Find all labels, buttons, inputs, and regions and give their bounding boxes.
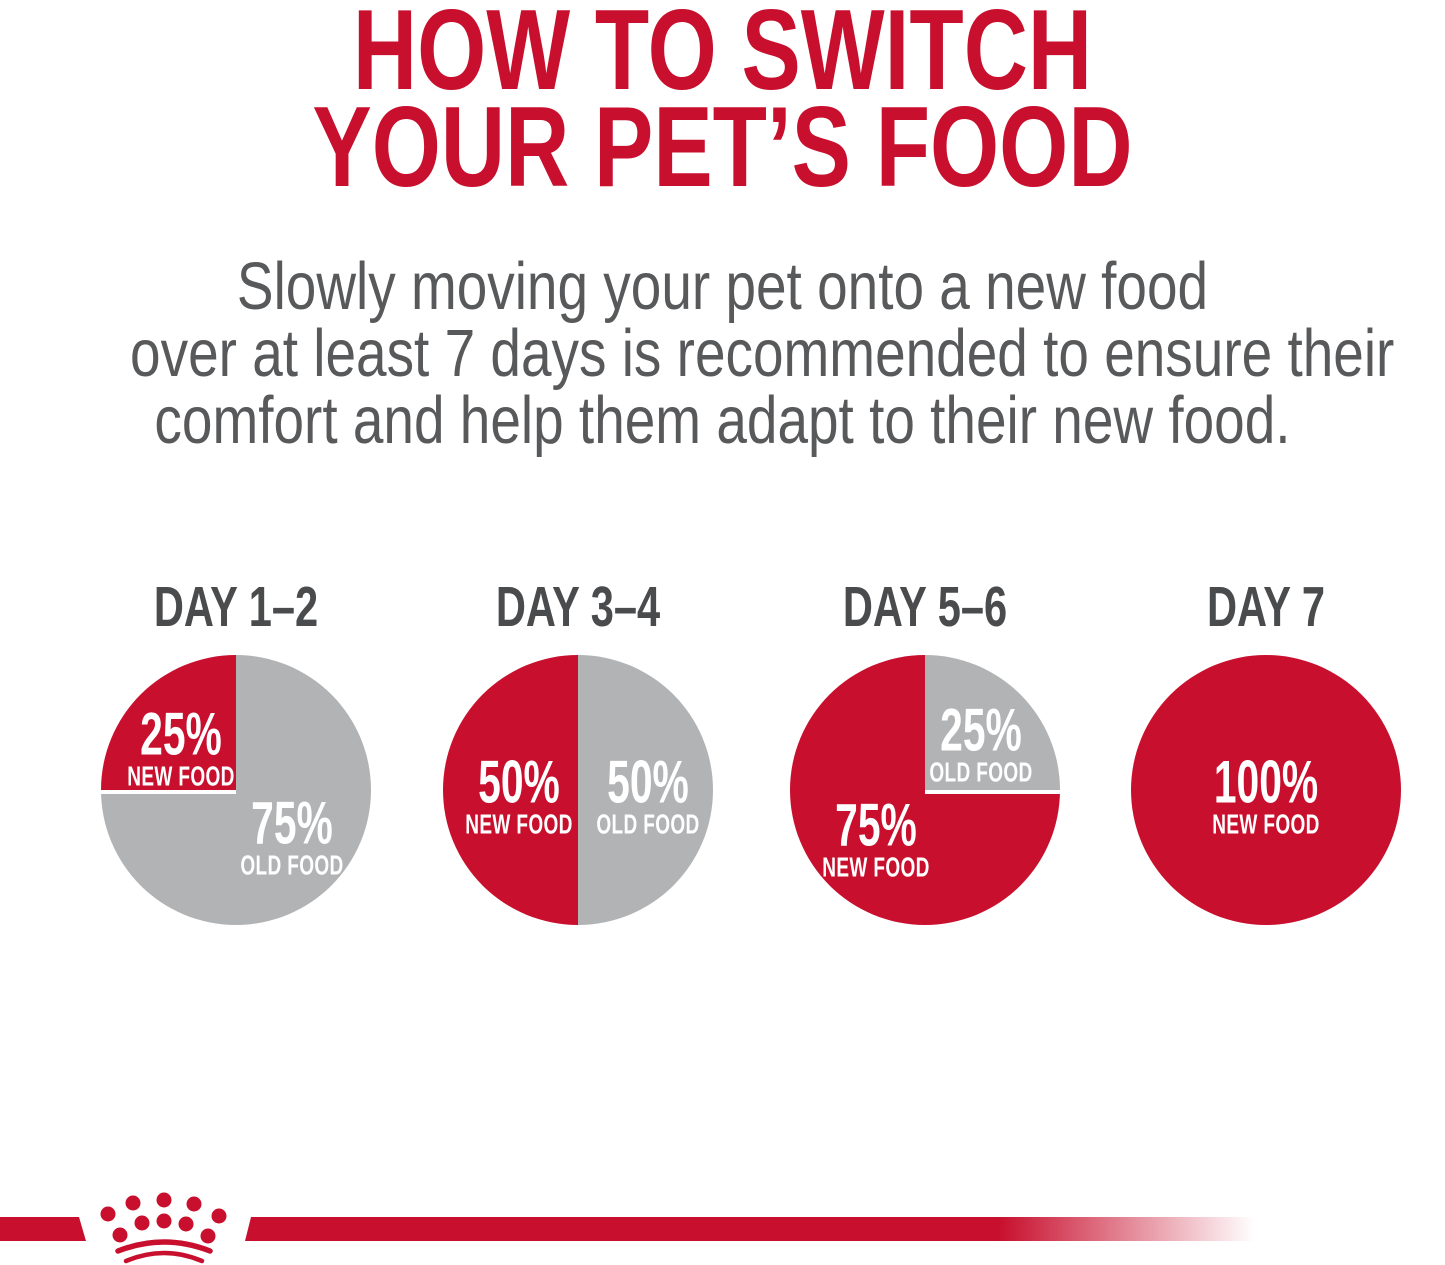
title-line-1: HOW TO SWITCH <box>352 0 1093 114</box>
pie-chart-day-3-4: 50% NEW FOOD 50% OLD FOOD <box>443 655 713 925</box>
pie-chart-day-7: 100% NEW FOOD <box>1131 655 1401 925</box>
slice-percent: 75% <box>251 789 333 857</box>
footer-bar-right <box>245 1217 1265 1241</box>
slice-name: NEW FOOD <box>127 760 235 792</box>
pie-section-day-1-2: DAY 1–2 25% NEW FOOD 75% OLD FOOD <box>101 579 371 925</box>
slice-divider-line <box>101 790 236 794</box>
intro-line-2: over at least 7 days is recommended to e… <box>130 316 1395 391</box>
slice-percent: 50% <box>607 748 689 816</box>
slice-label-new-food: 50% NEW FOOD <box>465 748 573 840</box>
crown-logo-icon <box>100 1192 227 1264</box>
intro-line-3: comfort and help them adapt to their new… <box>154 383 1291 458</box>
slice-percent: 25% <box>940 696 1022 764</box>
intro-text: Slowly moving your pet onto a new food o… <box>130 249 1395 458</box>
slice-name: OLD FOOD <box>929 756 1033 788</box>
day-label-5-6: DAY 5–6 <box>842 575 1008 639</box>
pie-chart-day-1-2: 25% NEW FOOD 75% OLD FOOD <box>101 655 371 925</box>
pie-section-day-7: DAY 7 100% NEW FOOD <box>1131 579 1401 925</box>
slice-name: OLD FOOD <box>240 849 344 881</box>
slice-percent: 100% <box>1213 748 1319 816</box>
slice-label-old-food: 25% OLD FOOD <box>929 696 1033 788</box>
day-label-7: DAY 7 <box>1207 575 1325 639</box>
slice-divider-line <box>925 790 1060 794</box>
slice-name: NEW FOOD <box>465 808 573 840</box>
slice-percent: 50% <box>478 748 560 816</box>
slice-label-new-food: 100% NEW FOOD <box>1212 748 1320 840</box>
day-label-1-2: DAY 1–2 <box>153 575 319 639</box>
slice-label-old-food: 75% OLD FOOD <box>240 789 344 881</box>
slice-name: NEW FOOD <box>822 851 930 883</box>
intro-line-1: Slowly moving your pet onto a new food <box>236 249 1209 324</box>
slice-label-new-food: 75% NEW FOOD <box>822 791 930 883</box>
slice-percent: 25% <box>140 700 222 768</box>
slice-name: OLD FOOD <box>596 808 700 840</box>
footer-bar-left <box>0 1217 86 1241</box>
slice-name: NEW FOOD <box>1212 808 1320 840</box>
slice-label-old-food: 50% OLD FOOD <box>596 748 700 840</box>
slice-label-new-food: 25% NEW FOOD <box>127 700 235 792</box>
title-line-2: YOUR PET’S FOOD <box>312 84 1133 211</box>
pie-section-day-5-6: DAY 5–6 25% OLD FOOD 75% NEW FOOD <box>790 579 1060 925</box>
page-title: HOW TO SWITCH YOUR PET’S FOOD <box>159 0 1286 211</box>
day-label-3-4: DAY 3–4 <box>495 575 661 639</box>
slice-percent: 75% <box>835 791 917 859</box>
pie-chart-day-5-6: 25% OLD FOOD 75% NEW FOOD <box>790 655 1060 925</box>
pie-section-day-3-4: DAY 3–4 50% NEW FOOD 50% OLD FOOD <box>443 579 713 925</box>
